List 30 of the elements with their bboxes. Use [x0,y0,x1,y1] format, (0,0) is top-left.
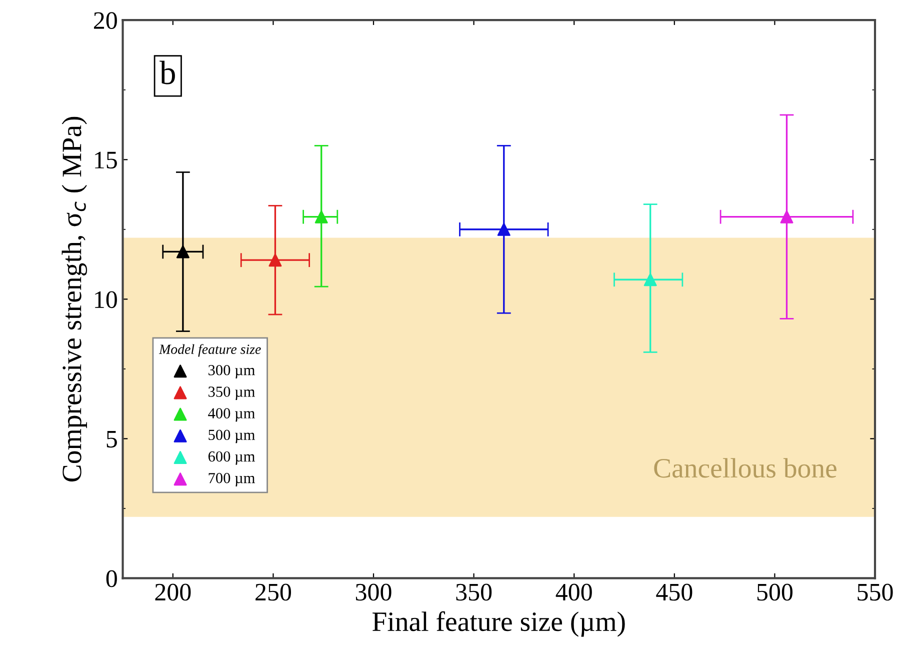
y-tick-label: 20 [94,12,117,30]
x-tick-label: 200 [155,584,191,601]
x-axis-title: Final feature size (µm) [372,611,625,637]
legend-label: 400 µm [208,408,255,422]
legend-title: Model feature size [158,344,261,357]
y-tick-label: 0 [106,570,117,588]
x-tick-label: 450 [656,584,692,601]
point [314,210,328,224]
y-tick-label: 5 [106,430,117,448]
point [268,254,282,267]
x-tick-label: 250 [256,584,292,601]
legend-label: 500 µm [208,430,255,444]
annotation: b [160,60,175,84]
x-tick-label: 500 [757,584,792,601]
point [780,210,794,224]
x-tick-label: 300 [356,584,392,601]
legend-label: 600 µm [208,451,255,465]
legend-label: 350 µm [208,386,255,400]
legend-label: 700 µm [208,472,255,486]
y-tick-label: 15 [95,152,117,169]
x-tick-label: 400 [556,584,592,601]
point [176,245,190,258]
point [644,273,657,286]
y-tick-label: 10 [95,291,117,308]
x-tick-label: 550 [858,584,893,601]
point [497,222,510,236]
legend-label: 300 µm [208,364,255,378]
x-tick-label: 350 [456,584,492,601]
y-axis-title: Compressive strength, σ$_{c}$ ( MPa) [62,116,88,482]
band-label: Cancellous bone [654,458,836,478]
